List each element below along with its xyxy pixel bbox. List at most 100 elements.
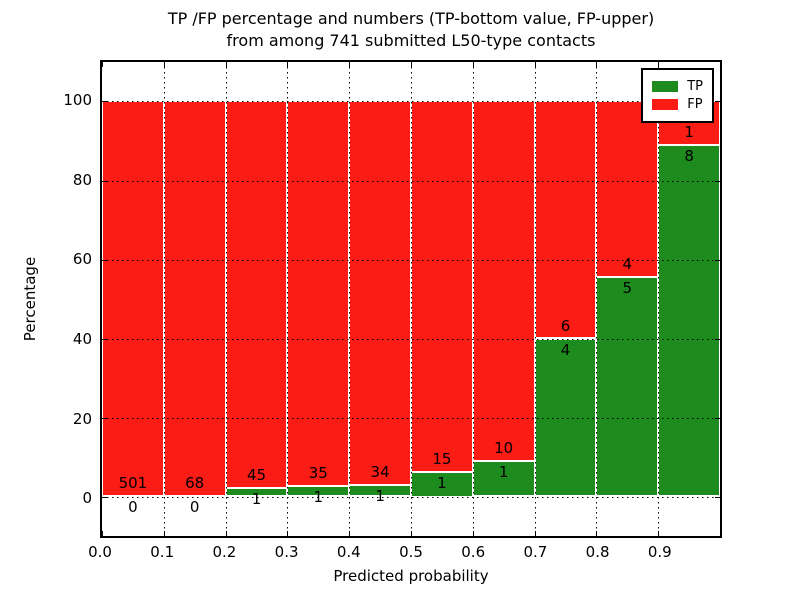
chart-title-line2: from among 741 submitted L50-type contac… — [226, 31, 596, 50]
x-axis-label: Predicted probability — [333, 567, 489, 585]
tp-bar-segment — [658, 145, 720, 497]
x-tick-mark-top — [102, 62, 103, 67]
x-tick-mark-top — [534, 62, 536, 67]
tp-count-label: 1 — [313, 487, 324, 506]
x-tick-mark-top — [596, 62, 598, 67]
fp-count-label: 6 — [560, 316, 571, 335]
y-tick-mark-left — [102, 496, 107, 498]
fp-bar-segment — [102, 101, 164, 497]
x-tick-mark-top — [287, 62, 289, 67]
y-tick-mark-right — [715, 338, 720, 340]
v-gridline — [658, 62, 660, 536]
plot-canvas: 501 0 68 0 45 1 35 1 34 1 15 1 10 1 6 4 4 5 1 8 — [102, 62, 720, 536]
x-axis-tick-labels: 0.0 0.1 0.2 0.3 0.4 0.5 0.6 0.7 0.8 0.9 — [88, 543, 722, 563]
y-tick-mark-left — [102, 259, 107, 261]
fp-bar-segment — [225, 101, 288, 488]
tp-bar-segment — [534, 338, 597, 497]
fp-bar-segment — [534, 101, 597, 339]
x-tick-label: 0.4 — [336, 543, 361, 561]
tp-count-label: 1 — [251, 489, 262, 508]
tp-count-label: 5 — [622, 279, 633, 298]
x-tick-mark-top — [658, 62, 660, 67]
chart-title-line1: TP /FP percentage and numbers (TP-bottom… — [167, 9, 655, 28]
x-tick-mark-bottom — [472, 531, 474, 536]
legend-entry: TP — [652, 79, 703, 94]
x-tick-label: 0.0 — [88, 543, 112, 561]
y-tick-label: 100 — [63, 90, 92, 109]
y-tick-label: 80 — [72, 170, 92, 189]
y-tick-mark-left — [102, 338, 107, 340]
x-tick-mark-bottom — [349, 531, 351, 536]
legend-swatch-tp — [652, 81, 679, 92]
v-gridline — [534, 62, 536, 536]
x-tick-mark-bottom — [658, 531, 660, 536]
v-gridline — [163, 62, 165, 536]
x-tick-mark-bottom — [163, 531, 165, 536]
y-tick-label: 60 — [72, 250, 92, 269]
y-tick-mark-left — [102, 417, 107, 419]
y-axis-tick-labels: 0 20 40 60 80 100 — [38, 60, 92, 538]
x-tick-mark-top — [225, 62, 227, 67]
x-tick-mark-top — [472, 62, 474, 67]
tp-count-label: 1 — [375, 487, 385, 506]
legend-label: TP — [687, 79, 703, 94]
legend: TP FP — [641, 68, 714, 123]
chart-title: TP /FP percentage and numbers (TP-bottom… — [100, 8, 722, 52]
tp-count-label: 8 — [684, 147, 694, 166]
fp-bar-segment — [287, 101, 350, 486]
x-tick-mark-bottom — [534, 531, 536, 536]
y-tick-mark-right — [715, 417, 720, 419]
v-gridline — [472, 62, 474, 536]
v-gridline — [225, 62, 227, 536]
tp-count-label: 1 — [498, 462, 509, 481]
legend-swatch-fp — [652, 99, 679, 110]
fp-count-label: 4 — [622, 255, 633, 274]
y-tick-mark-right — [715, 101, 720, 103]
fp-bar-segment — [349, 101, 411, 486]
fp-count-label: 34 — [370, 463, 390, 482]
x-tick-label: 0.1 — [150, 543, 175, 561]
y-axis-label: Percentage — [21, 256, 39, 342]
x-tick-label: 0.2 — [212, 543, 237, 561]
fp-count-label: 10 — [494, 438, 514, 457]
y-tick-label: 40 — [72, 329, 92, 348]
fp-count-label: 501 — [118, 474, 148, 493]
x-tick-mark-bottom — [225, 531, 227, 536]
x-tick-mark-top — [349, 62, 351, 67]
v-gridline — [287, 62, 289, 536]
x-tick-label: 0.5 — [399, 543, 423, 561]
x-tick-label: 0.8 — [585, 543, 610, 561]
y-tick-mark-left — [102, 180, 107, 182]
fp-count-label: 1 — [684, 123, 694, 142]
x-tick-mark-bottom — [411, 531, 412, 536]
fp-bar-segment — [596, 101, 659, 278]
x-tick-label: 0.6 — [461, 543, 486, 561]
legend-label: FP — [687, 97, 703, 112]
fp-count-label: 68 — [185, 474, 205, 493]
v-gridline — [349, 62, 351, 536]
tp-count-label: 4 — [560, 340, 571, 359]
x-tick-mark-bottom — [102, 531, 103, 536]
fp-count-label: 35 — [308, 463, 328, 482]
v-gridline — [411, 62, 412, 536]
x-tick-label: 0.3 — [274, 543, 299, 561]
plot-area: 501 0 68 0 45 1 35 1 34 1 15 1 10 1 6 4 4 5 1 8 TP FP — [100, 60, 722, 538]
x-tick-mark-top — [163, 62, 165, 67]
v-gridline — [596, 62, 598, 536]
fp-count-label: 15 — [432, 449, 452, 468]
y-tick-mark-right — [715, 496, 720, 498]
x-tick-label: 0.9 — [647, 543, 672, 561]
tp-count-label: 1 — [437, 473, 447, 492]
tp-count-label: 0 — [128, 498, 138, 517]
tp-bar-segment — [411, 471, 473, 497]
fp-bar-segment — [472, 101, 535, 461]
y-tick-mark-right — [715, 259, 720, 261]
tp-bar-segment — [596, 277, 659, 497]
y-tick-mark-right — [715, 180, 720, 182]
fp-bar-segment — [411, 101, 473, 472]
tp-count-label: 0 — [189, 498, 200, 517]
x-tick-mark-bottom — [596, 531, 598, 536]
y-tick-label: 0 — [82, 489, 92, 508]
x-tick-label: 0.7 — [523, 543, 548, 561]
